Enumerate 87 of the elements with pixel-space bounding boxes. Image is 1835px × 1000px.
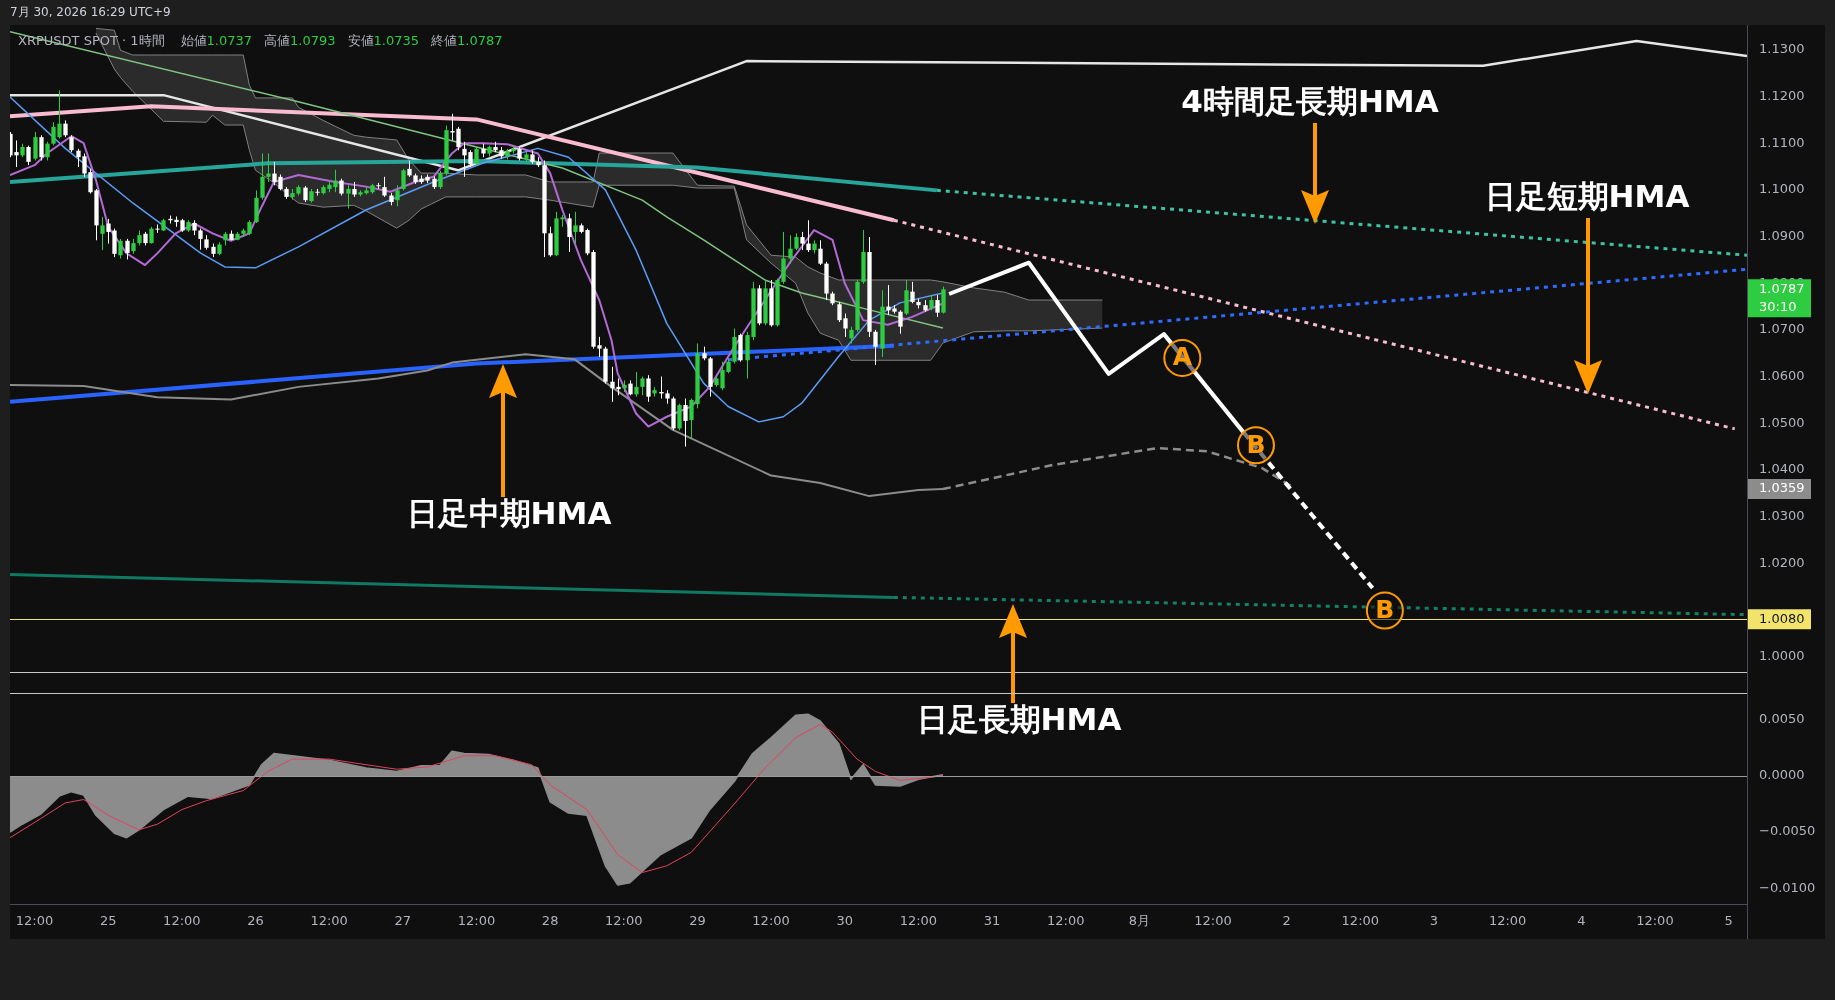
x-tick-label: 29: [689, 913, 706, 929]
candlestick: [100, 216, 105, 251]
x-tick-label: 2: [1282, 913, 1291, 929]
candlestick: [788, 234, 793, 265]
x-tick-label: 8月: [1128, 913, 1150, 929]
candlestick: [683, 398, 688, 448]
candlestick: [155, 223, 160, 234]
candlestick: [941, 286, 946, 315]
x-tick-label: 4: [1577, 913, 1586, 929]
candlestick: [806, 219, 811, 253]
annotation: 日足中期HMA: [406, 495, 612, 532]
text: 始値1.0737 高値1.0793 安値1.0735 終値1.0787: [180, 33, 503, 49]
y-tick-label: 1.0300: [1759, 508, 1805, 524]
candlestick: [118, 238, 123, 260]
x-tick-label: 25: [99, 913, 117, 929]
candlestick: [266, 152, 271, 183]
candlestick: [646, 374, 651, 403]
candlestick: [26, 145, 31, 166]
candlestick: [260, 152, 265, 201]
candlestick: [910, 281, 915, 304]
candlestick: [548, 226, 553, 258]
x-tick-label: 12:00: [1046, 913, 1085, 929]
candlestick: [382, 176, 387, 198]
x-tick-label: 3: [1429, 913, 1439, 929]
candlestick: [640, 376, 645, 396]
y-tick-label: 0.0000: [1759, 767, 1805, 783]
candlestick: [573, 211, 578, 245]
candlestick: [401, 168, 406, 191]
candlestick: [45, 141, 50, 161]
candlestick: [818, 239, 823, 266]
y-tick-label: 1.0700: [1759, 321, 1805, 337]
x-tick-label: 12:00: [310, 913, 348, 929]
y-tick-label: 1.0000: [1759, 648, 1805, 664]
x-tick-label: 12:00: [1488, 913, 1527, 929]
text: 30:10: [1759, 298, 1797, 314]
y-tick-label: 1.1100: [1759, 134, 1805, 150]
x-tick-label: 12:00: [1636, 913, 1674, 929]
candlestick: [800, 231, 805, 251]
text: 7月 30, 2026 16:29 UTC+9: [10, 5, 171, 20]
candlestick: [346, 184, 351, 210]
ref-line-label: 1.0080: [1759, 610, 1805, 626]
y-tick-label: 1.0400: [1759, 461, 1805, 477]
annotation: 4時間足長期HMA: [1181, 83, 1439, 120]
candlestick: [935, 294, 940, 318]
x-tick-label: 28: [541, 913, 559, 929]
x-tick-label: 30: [836, 913, 854, 929]
candlestick: [395, 184, 400, 207]
annotation: A: [1172, 342, 1193, 372]
candlestick: [873, 329, 878, 366]
text: 1.0359: [1759, 480, 1805, 496]
x-tick-label: 12:00: [163, 913, 201, 929]
candlestick: [198, 228, 203, 251]
x-tick-label: 12:00: [1194, 913, 1232, 929]
x-tick-label: 12:00: [457, 913, 496, 929]
text: 1.0787: [1759, 280, 1805, 296]
x-tick-label: 27: [394, 913, 412, 929]
x-tick-label: 5: [1724, 913, 1733, 929]
candlestick: [39, 134, 44, 161]
candlestick: [898, 309, 903, 335]
annotation: 日足短期HMA: [1484, 178, 1690, 215]
candlestick: [474, 146, 479, 166]
y-tick-label: 1.1000: [1759, 181, 1805, 197]
x-tick-label: 12:00: [1341, 913, 1380, 929]
y-tick-label: −0.0050: [1759, 823, 1816, 839]
x-tick-label: 12:00: [752, 913, 790, 929]
x-tick-label: 26: [247, 913, 264, 929]
annotation: B: [1246, 429, 1266, 459]
y-tick-label: 1.0900: [1759, 227, 1805, 243]
candlestick: [33, 131, 38, 161]
y-tick-label: 1.0500: [1759, 414, 1805, 430]
y-tick-label: 1.1300: [1759, 41, 1805, 57]
candlestick: [125, 238, 130, 260]
y-tick-label: 1.0200: [1759, 554, 1805, 570]
x-tick-label: 31: [983, 913, 1001, 929]
y-tick-label: 0.0050: [1759, 711, 1805, 727]
y-tick-label: 1.0600: [1759, 367, 1805, 383]
candlestick: [634, 371, 639, 398]
annotation: 日足長期HMA: [916, 701, 1122, 738]
annotation: B: [1375, 594, 1395, 624]
x-tick-label: 12:00: [605, 913, 643, 929]
candlestick: [677, 403, 682, 431]
y-tick-label: −0.0100: [1759, 879, 1816, 895]
candlestick: [904, 279, 909, 316]
x-tick-label: 12:00: [15, 913, 54, 929]
candlestick: [567, 213, 572, 253]
x-tick-label: 12:00: [899, 913, 938, 929]
y-tick-label: 1.1200: [1759, 87, 1805, 103]
